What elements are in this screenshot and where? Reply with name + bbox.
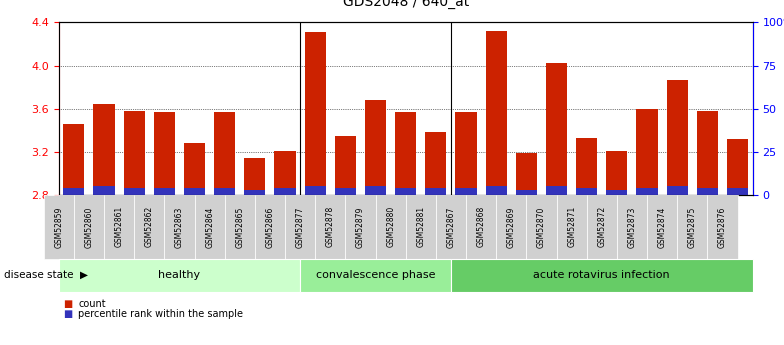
Text: GSM52879: GSM52879: [356, 206, 365, 247]
Bar: [335, 188, 356, 195]
Bar: [93, 104, 114, 195]
Text: GSM52861: GSM52861: [114, 206, 124, 247]
Bar: [576, 138, 597, 195]
Text: GSM52863: GSM52863: [175, 206, 184, 247]
Bar: [516, 153, 537, 195]
Text: healthy: healthy: [158, 270, 201, 280]
Text: GSM52862: GSM52862: [145, 206, 154, 247]
Text: GSM52870: GSM52870: [537, 206, 546, 247]
Bar: [214, 188, 235, 195]
Bar: [64, 188, 85, 195]
Text: percentile rank within the sample: percentile rank within the sample: [78, 309, 243, 319]
Bar: [245, 190, 266, 195]
Text: GSM52871: GSM52871: [567, 206, 576, 247]
Text: GSM52873: GSM52873: [627, 206, 637, 247]
Bar: [154, 188, 175, 195]
Bar: [666, 80, 688, 195]
Bar: [456, 112, 477, 195]
Bar: [697, 111, 718, 195]
Bar: [154, 112, 175, 195]
Text: acute rotavirus infection: acute rotavirus infection: [533, 270, 670, 280]
Text: GSM52867: GSM52867: [446, 206, 456, 247]
Bar: [606, 151, 627, 195]
Text: GSM52859: GSM52859: [54, 206, 64, 247]
Bar: [305, 32, 326, 195]
Text: ■: ■: [63, 299, 72, 308]
Text: GSM52864: GSM52864: [205, 206, 214, 247]
Text: GSM52865: GSM52865: [235, 206, 245, 247]
Bar: [395, 188, 416, 195]
Text: GSM52868: GSM52868: [477, 206, 485, 247]
Bar: [546, 63, 567, 195]
Bar: [485, 186, 506, 195]
Text: GSM52866: GSM52866: [266, 206, 274, 247]
Text: ■: ■: [63, 309, 72, 319]
Bar: [727, 139, 748, 195]
Bar: [305, 186, 326, 195]
Text: GSM52878: GSM52878: [326, 206, 335, 247]
Bar: [516, 190, 537, 195]
Bar: [274, 188, 296, 195]
Bar: [727, 188, 748, 195]
Bar: [124, 111, 145, 195]
Bar: [697, 188, 718, 195]
Bar: [576, 188, 597, 195]
Text: GSM52881: GSM52881: [416, 206, 425, 247]
Text: GSM52872: GSM52872: [597, 206, 606, 247]
Bar: [184, 188, 205, 195]
Bar: [184, 143, 205, 195]
Text: GSM52876: GSM52876: [718, 206, 727, 247]
Bar: [637, 188, 658, 195]
Bar: [245, 158, 266, 195]
Bar: [426, 188, 446, 195]
Bar: [485, 31, 506, 195]
Bar: [546, 186, 567, 195]
Bar: [335, 136, 356, 195]
Text: GSM52874: GSM52874: [658, 206, 666, 247]
Bar: [124, 188, 145, 195]
Bar: [365, 186, 386, 195]
Text: count: count: [78, 299, 106, 308]
Text: GSM52875: GSM52875: [688, 206, 697, 247]
Bar: [214, 112, 235, 195]
Bar: [637, 109, 658, 195]
Text: GSM52860: GSM52860: [85, 206, 93, 247]
Text: GDS2048 / 640_at: GDS2048 / 640_at: [343, 0, 469, 9]
Text: GSM52880: GSM52880: [387, 206, 395, 247]
Text: convalescence phase: convalescence phase: [316, 270, 435, 280]
Text: GSM52869: GSM52869: [506, 206, 516, 247]
Bar: [64, 124, 85, 195]
Bar: [93, 186, 114, 195]
Bar: [666, 186, 688, 195]
Text: disease state  ▶: disease state ▶: [4, 270, 88, 280]
Bar: [456, 188, 477, 195]
Bar: [365, 100, 386, 195]
Bar: [606, 190, 627, 195]
Bar: [274, 151, 296, 195]
Bar: [426, 132, 446, 195]
Bar: [395, 112, 416, 195]
Text: GSM52877: GSM52877: [296, 206, 305, 247]
